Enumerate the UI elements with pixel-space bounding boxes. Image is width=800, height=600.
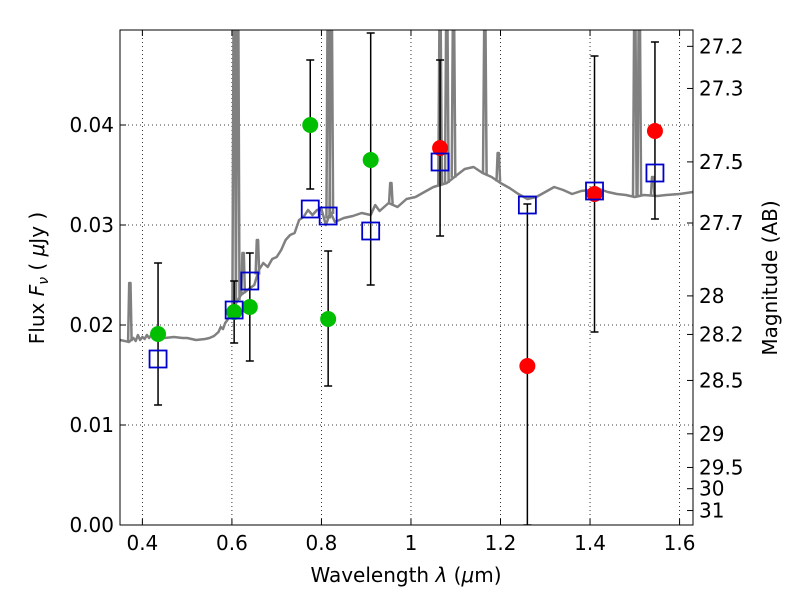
spectrum-emission-line: [387, 181, 394, 205]
errorbar-layer: [154, 32, 659, 525]
red-point: [432, 140, 449, 156]
spectrum-emission-line: [649, 175, 656, 196]
spectrum-emission-line: [631, 30, 638, 198]
mag-tick-label: 31: [699, 499, 724, 523]
x-axis-label: Wavelength λ (μm): [310, 563, 501, 587]
red-point: [519, 358, 536, 374]
model-square: [318, 206, 338, 226]
tick-layer: 0.4 0.6 0.8 1 1.2 1.4 1.6 0.00 0.01 0.02 0.03 0.04 2…: [69, 30, 744, 555]
mag-tick-label: 27.2: [699, 34, 744, 58]
spectrum-emission-line: [450, 30, 457, 178]
spectrum-emission-line: [636, 30, 643, 197]
y-axis-label: Flux Fν ( μJy ): [25, 212, 52, 344]
mag-tick-label: 28: [699, 284, 724, 308]
x-tick-label: 0.4: [126, 531, 158, 555]
mag-tick-label: 29.5: [699, 455, 744, 479]
model-square: [224, 300, 244, 320]
green-point: [302, 117, 319, 133]
model-square: [148, 349, 168, 369]
spectrum-emission-line: [495, 151, 502, 182]
square-layer: [148, 152, 665, 369]
spectrum-emission-line: [437, 30, 444, 186]
x-tick-label: 1.2: [485, 531, 517, 555]
model-square: [430, 152, 450, 172]
spectrum-emission-line: [443, 30, 450, 184]
mag-tick-label: 28.2: [699, 322, 744, 346]
y-tick-label: 0.01: [69, 413, 114, 437]
spectrum-emission-line: [254, 238, 261, 275]
green-point: [226, 304, 243, 320]
x-tick-label: 0.8: [306, 531, 338, 555]
point-layer: [150, 117, 663, 374]
model-square: [517, 195, 537, 215]
model-square: [361, 221, 381, 241]
model-square: [240, 271, 260, 291]
y-tick-label: 0.03: [69, 213, 114, 237]
green-point: [150, 326, 167, 342]
spectrum-emission-line: [126, 281, 133, 342]
mag-tick-label: 30: [699, 477, 724, 501]
x-tick-label: 1.4: [574, 531, 606, 555]
spectrum-layer: [120, 30, 693, 344]
spectrum-emission-line: [481, 30, 488, 175]
spectrum-emission-line: [234, 30, 241, 301]
mag-tick-label: 27.7: [699, 211, 744, 235]
y-tick-label: 0.04: [69, 113, 114, 137]
plot-frame: [119, 29, 694, 526]
model-square: [585, 181, 604, 201]
red-point: [586, 186, 603, 202]
y-tick-label: 0.02: [69, 313, 114, 337]
model-square: [300, 199, 320, 219]
x-tick-label: 1.6: [664, 531, 696, 555]
spectrum-emission-line: [328, 30, 335, 215]
y2-axis-label: Magnitude (AB): [758, 200, 782, 355]
model-square: [645, 163, 665, 183]
y-tick-label: 0.00: [69, 513, 114, 537]
red-point: [646, 123, 663, 139]
x-tick-label: 1: [405, 531, 418, 555]
mag-tick-label: 29: [699, 422, 724, 446]
grid: [120, 30, 693, 526]
green-point: [362, 152, 379, 168]
green-point: [241, 299, 258, 315]
mag-tick-label: 28.5: [699, 368, 744, 392]
x-tick-label: 0.6: [216, 531, 248, 555]
mag-tick-label: 27.5: [699, 150, 744, 174]
mag-tick-label: 27.3: [699, 76, 744, 100]
green-point: [320, 311, 337, 327]
